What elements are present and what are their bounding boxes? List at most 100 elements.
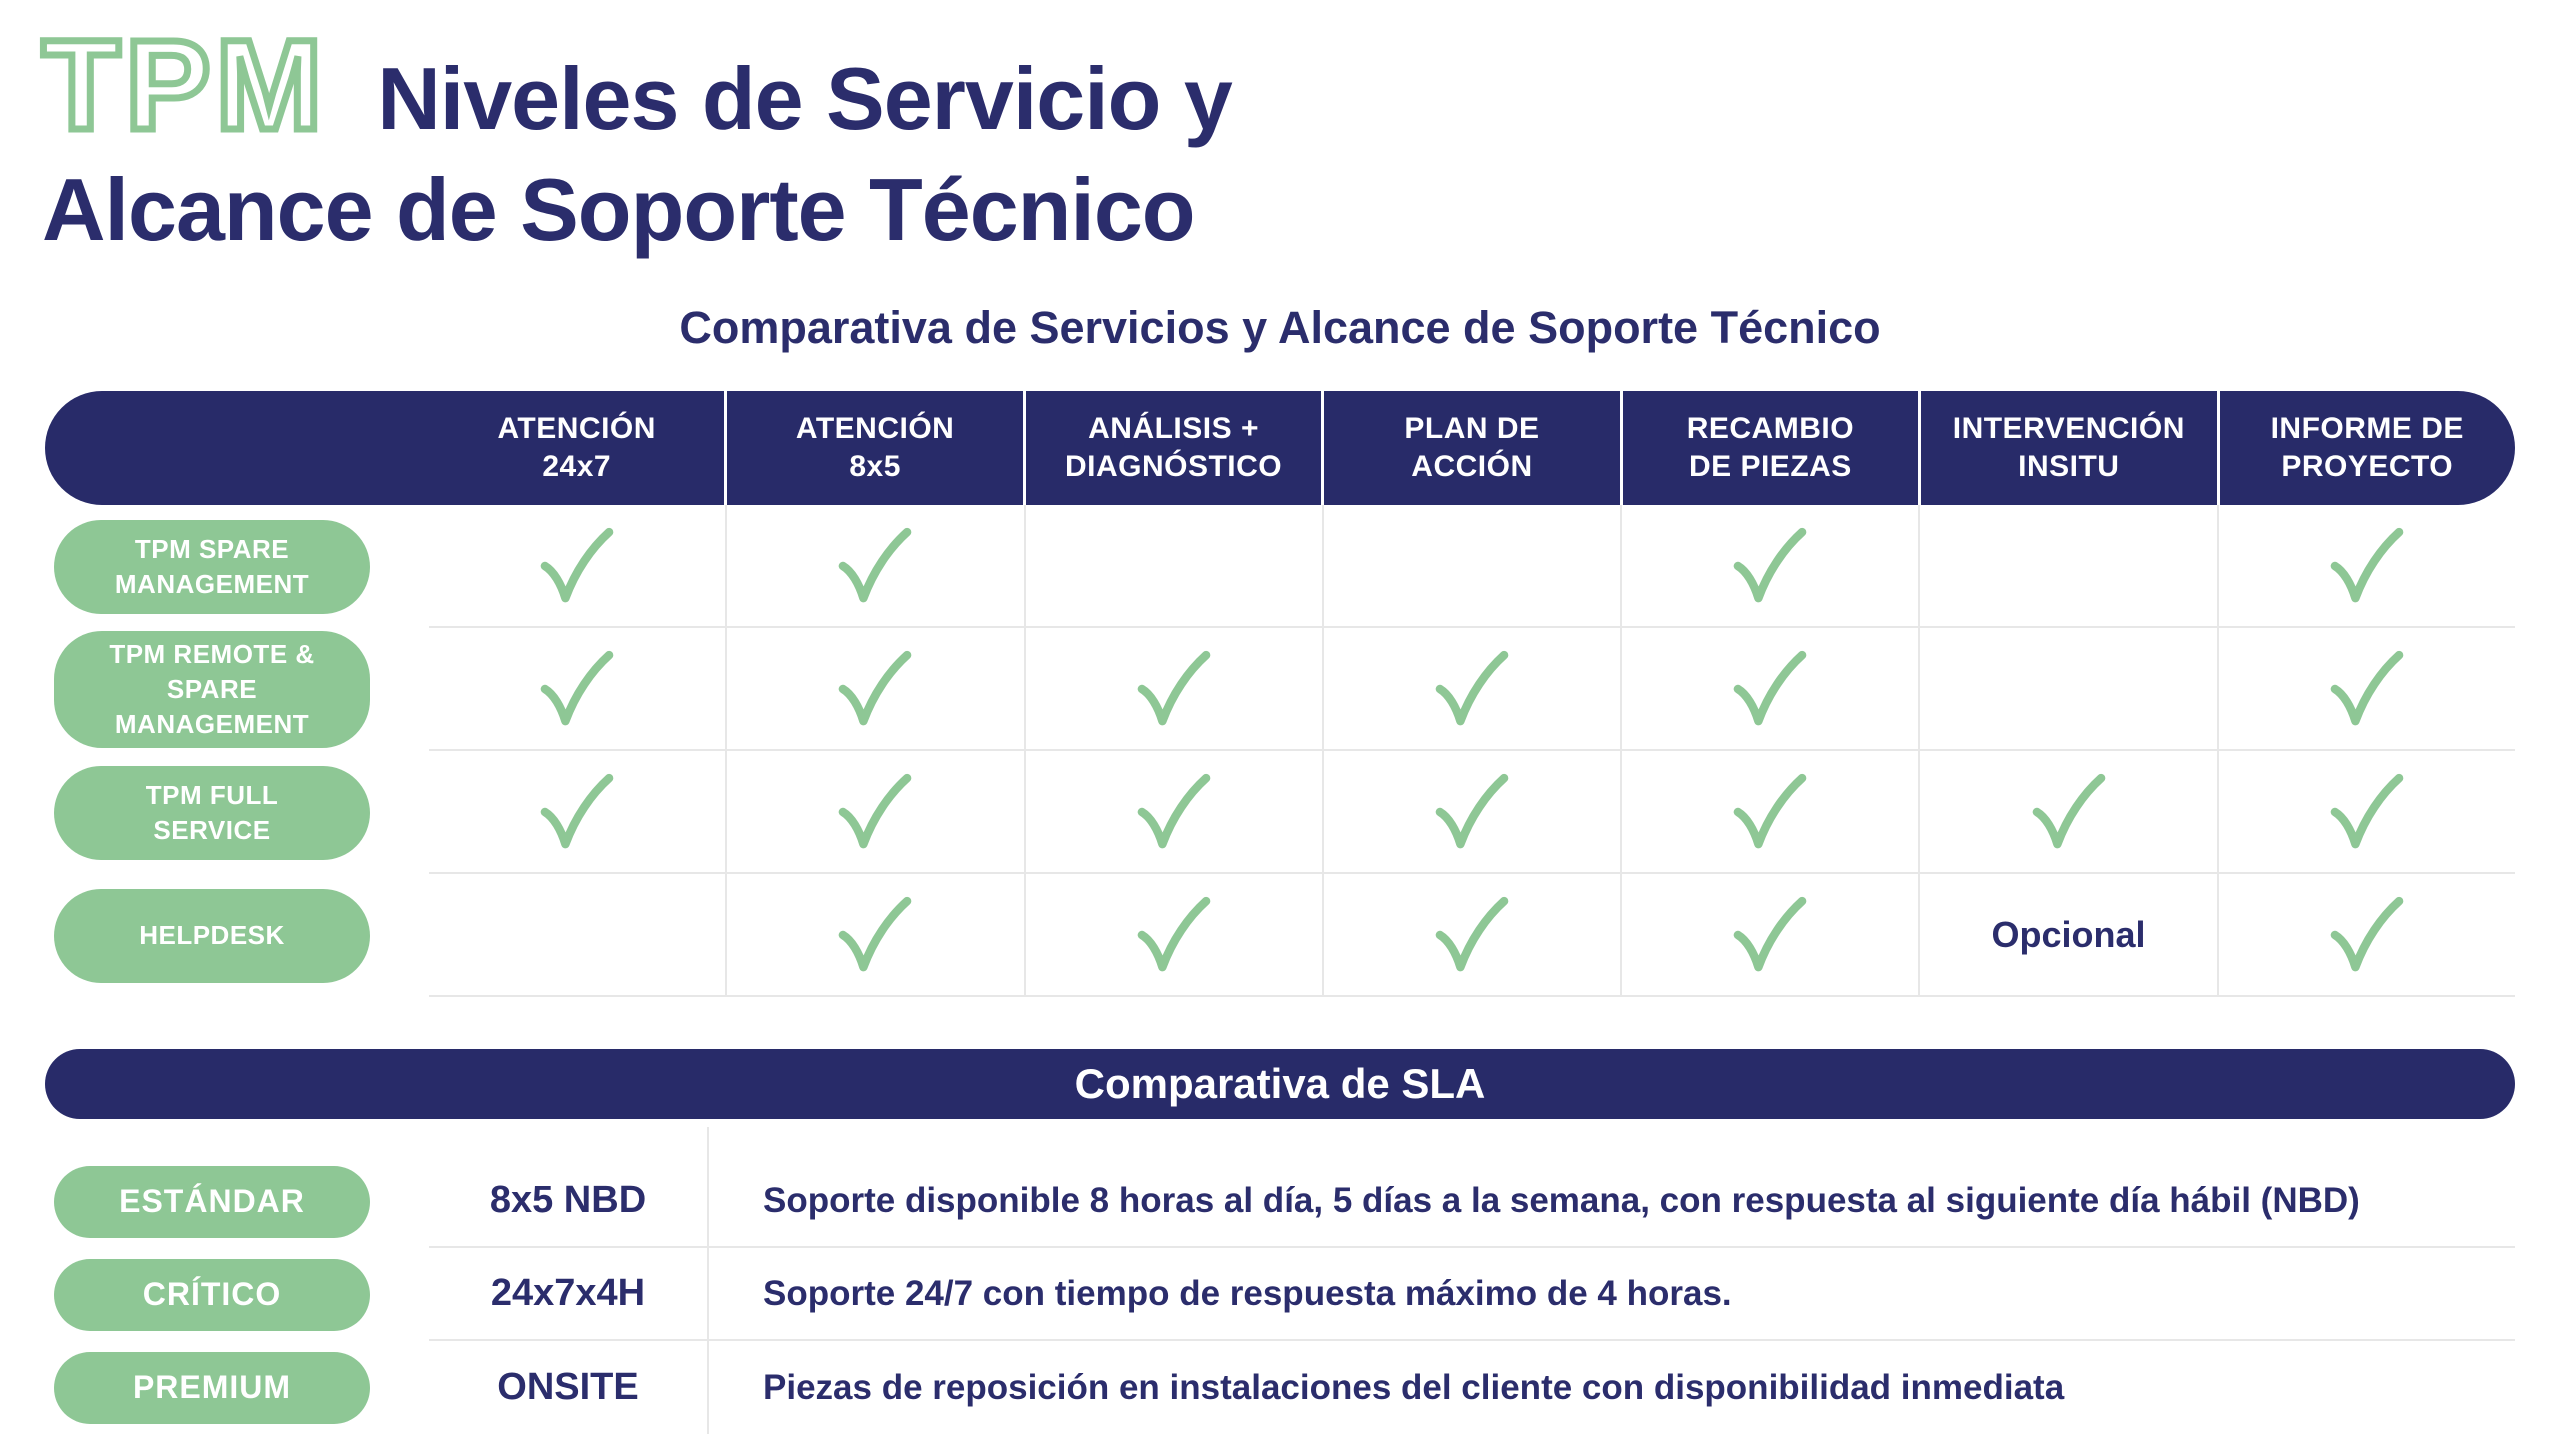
sla-tier-pill: ESTÁNDAR [54, 1165, 370, 1238]
service-cell [429, 505, 725, 626]
sla-tier-column: ESTÁNDAR [45, 1155, 429, 1248]
service-cell [1620, 628, 1918, 750]
service-row-cells: Opcional [429, 874, 2515, 998]
service-cell [429, 874, 725, 995]
check-icon [1435, 650, 1509, 726]
service-cell [2216, 874, 2515, 996]
service-row: TPM REMOTE & SPARE MANAGEMENT [45, 628, 2515, 752]
service-cell [1321, 874, 1620, 996]
sla-header-bar: Comparativa de SLA [45, 1049, 2515, 1120]
sla-description: Soporte disponible 8 horas al día, 5 día… [763, 1180, 2360, 1220]
service-row-pill: HELPDESK [54, 888, 370, 983]
service-row: HELPDESK Opcional [45, 874, 2515, 998]
sla-row: PREMIUM ONSITE Piezas de reposición en ins… [45, 1341, 2515, 1434]
check-icon [839, 896, 912, 972]
check-icon [1733, 650, 1807, 726]
sla-row: ESTÁNDAR 8x5 NBD Soporte disponible 8 hora… [45, 1155, 2515, 1249]
sla-row: CRÍTICO 24x7x4H Soporte 24/7 con tiempo de… [45, 1248, 2515, 1342]
check-icon [540, 650, 614, 726]
services-table-body: TPM SPARE MANAGEMENT TPM REMOTE & SPARE M… [45, 505, 2515, 998]
service-cell [1023, 874, 1322, 996]
service-cell [429, 628, 725, 749]
service-row-label-column: HELPDESK [45, 874, 429, 997]
services-column-header: PLAN DE ACCIÓN [1321, 391, 1619, 506]
service-row: TPM FULL SERVICE [45, 751, 2515, 875]
service-cell [1620, 751, 1918, 873]
service-row-label-column: TPM SPARE MANAGEMENT [45, 505, 429, 628]
services-column-header: ATENCIÓN 24x7 [497, 412, 656, 484]
service-cell [2216, 505, 2515, 627]
sla-value: ONSITE [497, 1366, 639, 1409]
service-cell [429, 751, 725, 872]
service-cell [1918, 628, 2216, 750]
services-column-header: RECAMBIO DE PIEZAS [1619, 391, 1918, 506]
service-cell: Opcional [1918, 874, 2216, 996]
service-cell [1321, 505, 1620, 627]
service-cell [2216, 628, 2515, 750]
services-comparison-table: ATENCIÓN 24x7 ATENCIÓN 8x5 ANÁLISIS + DIAG… [45, 391, 2515, 998]
service-cell [1620, 505, 1918, 627]
service-row-label-column: TPM REMOTE & SPARE MANAGEMENT [45, 628, 429, 751]
sla-row-content: 8x5 NBD Soporte disponible 8 horas al día… [429, 1155, 2515, 1249]
services-column-header: INTERVENCIÓN INSITU [1918, 391, 2216, 506]
service-cell [1620, 874, 1918, 996]
service-cell [1321, 628, 1620, 750]
sla-description: Piezas de reposición en instalaciones de… [763, 1367, 2065, 1407]
sla-description: Soporte 24/7 con tiempo de respuesta máx… [763, 1273, 1732, 1313]
check-icon [839, 773, 912, 849]
check-icon [2330, 650, 2404, 726]
sla-value: 24x7x4H [490, 1272, 646, 1315]
optional-label: Opcional [1991, 913, 2146, 955]
check-icon [1137, 650, 1211, 726]
service-row-cells [429, 628, 2515, 752]
service-row-pill: TPM REMOTE & SPARE MANAGEMENT [54, 631, 370, 749]
sla-row-content: ONSITE Piezas de reposición en instalacio… [429, 1341, 2515, 1434]
services-header-spacer [45, 391, 429, 505]
check-icon [839, 650, 912, 726]
check-icon [2330, 773, 2404, 849]
service-cell [725, 874, 1023, 996]
service-cell [1023, 628, 1322, 750]
sla-comparison-section: Comparativa de SLA ESTÁNDAR 8x5 NBD Soport… [45, 1049, 2515, 1435]
sla-row-content: 24x7x4H Soporte 24/7 con tiempo de respue… [429, 1248, 2515, 1342]
service-cell [1918, 751, 2216, 873]
check-icon [1435, 896, 1509, 972]
service-cell [1321, 751, 1620, 873]
services-header-bar: ATENCIÓN 24x7 ATENCIÓN 8x5 ANÁLISIS + DIAG… [45, 391, 2515, 506]
check-icon [540, 773, 614, 849]
check-icon [2330, 527, 2404, 603]
sla-column-divider [707, 1127, 709, 1435]
check-icon [1137, 896, 1211, 972]
sla-tier-pill: PREMIUM [54, 1351, 370, 1424]
sla-tier-column: CRÍTICO [45, 1248, 429, 1341]
service-cell [725, 505, 1023, 627]
service-row-cells [429, 751, 2515, 875]
service-cell [1023, 505, 1322, 627]
service-cell [1918, 505, 2216, 627]
title-line-1: TPM Niveles de Servicio y [38, 14, 2560, 157]
page-title-line2: Alcance de Soporte Técnico [42, 160, 1196, 259]
check-icon [2330, 896, 2404, 972]
sla-value: 8x5 NBD [489, 1179, 647, 1222]
check-icon [1733, 896, 1807, 972]
service-cell [1023, 751, 1322, 873]
service-row-pill: TPM SPARE MANAGEMENT [54, 519, 370, 614]
service-row-pill: TPM FULL SERVICE [54, 765, 370, 860]
check-icon [540, 527, 614, 603]
services-column-header: ATENCIÓN 8x5 [724, 391, 1022, 506]
check-icon [839, 527, 912, 603]
service-row-cells [429, 505, 2515, 629]
sla-tier-pill: CRÍTICO [54, 1258, 370, 1331]
service-cell [725, 628, 1023, 750]
service-row-label-column: TPM FULL SERVICE [45, 751, 429, 874]
check-icon [1733, 773, 1807, 849]
check-icon [1733, 527, 1807, 603]
service-cell [725, 751, 1023, 873]
check-icon [1137, 773, 1211, 849]
check-icon [1435, 773, 1509, 849]
services-column-header: INFORME DE PROYECTO [2216, 391, 2515, 506]
service-row: TPM SPARE MANAGEMENT [45, 505, 2515, 629]
masthead: TPM Niveles de Servicio y Alcance de Sop… [0, 0, 2560, 254]
services-column-header: ANÁLISIS + DIAGNÓSTICO [1022, 391, 1321, 506]
tpm-logo: TPM [38, 14, 328, 157]
